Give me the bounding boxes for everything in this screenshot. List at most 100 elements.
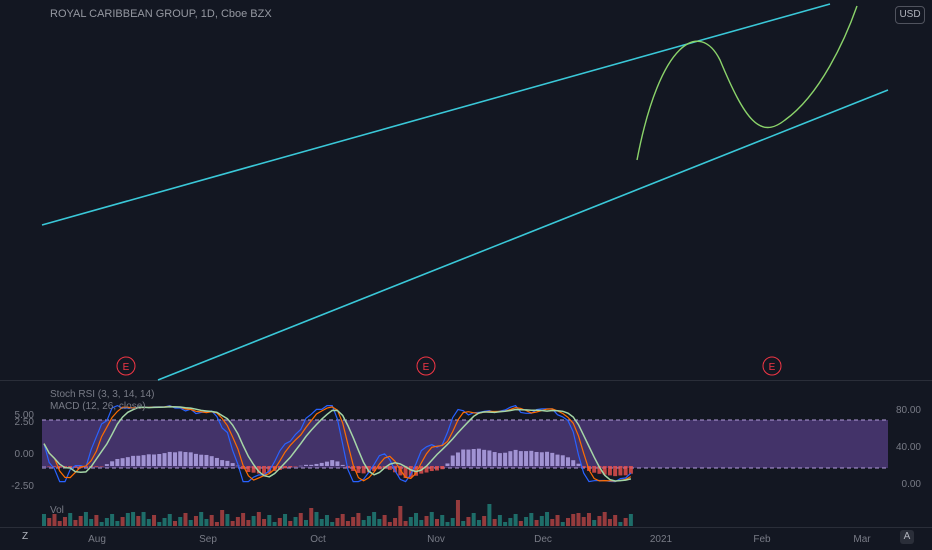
volume-bar [534,520,539,526]
timezone-button[interactable]: Z [21,531,29,542]
macd-histogram-bar [613,466,618,477]
volume-bar [110,514,115,526]
macd-histogram-bar [183,452,188,466]
macd-histogram-bar [550,452,555,466]
macd-histogram-bar [298,465,303,467]
macd-histogram-bar [193,453,198,466]
macd-histogram-bar [513,449,518,466]
macd-histogram-bar [309,464,314,466]
macd-histogram-bar [230,463,235,466]
macd-histogram-bar [125,457,130,466]
volume-bar [450,518,455,526]
channel-lower-line [157,89,889,381]
macd-histogram-bar [267,466,272,474]
volume-bar [131,512,136,526]
volume-bar [518,521,523,526]
volume-bar [461,521,466,526]
time-tick-label: Mar [853,534,871,545]
volume-bar [136,516,141,526]
earnings-marker-label: E [769,362,776,373]
macd-histogram-bar [628,466,633,474]
volume-bar [141,512,146,526]
volume-bar [193,516,198,526]
volume-bar [104,518,109,526]
volume-bar [335,518,340,526]
volume-bar [199,512,204,526]
currency-badge[interactable]: USD [895,6,925,24]
macd-histogram-bar [47,466,52,467]
macd-histogram-bar [529,450,534,466]
macd-histogram-bar [424,466,429,473]
volume-bar [246,520,251,526]
macd-histogram-bar [356,466,361,473]
macd-histogram-bar [592,466,597,473]
macd-histogram-bar [377,466,382,470]
macd-histogram-bar [314,463,319,466]
macd-tick-label: 0.00 [15,449,35,460]
volume-bar [435,519,439,526]
macd-histogram-bar [319,462,324,466]
volume-bar [419,520,424,526]
volume-bar [319,519,324,526]
volume-bar [293,517,298,526]
volume-bar [83,512,88,526]
volume-bar [225,514,230,526]
macd-histogram-bar [566,457,570,466]
volume-bar [251,516,256,526]
volume-bar [566,518,570,526]
macd-histogram-bar [471,449,476,466]
macd-histogram-bar [607,466,612,476]
macd-histogram-bar [455,452,460,466]
macd-histogram-bar [104,464,109,466]
volume-bar [377,519,382,526]
macd-histogram-bar [466,449,471,466]
volume-bar [125,513,130,526]
volume-bar [545,512,550,526]
volume-bar [613,515,618,526]
macd-label: MACD (12, 26, close) [50,401,146,412]
volume-bar [487,504,492,526]
macd-histogram-bar [110,461,115,466]
macd-histogram-bar [366,466,371,473]
earnings-marker-label: E [423,362,430,373]
volume-bar [618,522,623,526]
volume-bar [429,512,434,526]
volume-bar [89,519,94,526]
volume-bar [382,515,387,526]
macd-histogram-bar [42,466,46,467]
volume-bar [482,516,487,526]
volume-bar [592,520,597,526]
volume-bar [220,510,225,526]
macd-histogram-bar [225,460,230,466]
volume-bar [408,517,413,526]
macd-tick-label: 5.00 [15,410,35,421]
volume-label: Vol [50,505,64,516]
earnings-marker [116,356,136,376]
auto-scale-button[interactable]: A [900,530,914,544]
volume-bar [283,514,288,526]
volume-bar [120,517,125,526]
macd-histogram-bar [429,466,434,472]
macd-histogram-bar [534,451,539,466]
macd-histogram-bar [335,461,340,466]
volume-bar [235,517,240,526]
volume-bar [298,513,303,526]
macd-histogram-bar [440,466,445,470]
volume-bar [304,520,308,526]
volume-bar [183,513,188,526]
macd-histogram-bar [120,458,125,466]
volume-bar [330,522,335,526]
macd-histogram-bar [560,455,565,466]
macd-histogram-bar [157,454,162,466]
macd-histogram-bar [330,460,335,466]
volume-bar [345,521,350,526]
volume-bar [602,512,607,526]
volume-bar [94,515,99,526]
macd-histogram-bar [487,450,492,466]
macd-histogram-bar [283,466,288,469]
macd-histogram-bar [241,466,246,470]
volume-bar [267,515,272,526]
volume-bar [272,522,277,526]
volume-bar [146,519,151,526]
